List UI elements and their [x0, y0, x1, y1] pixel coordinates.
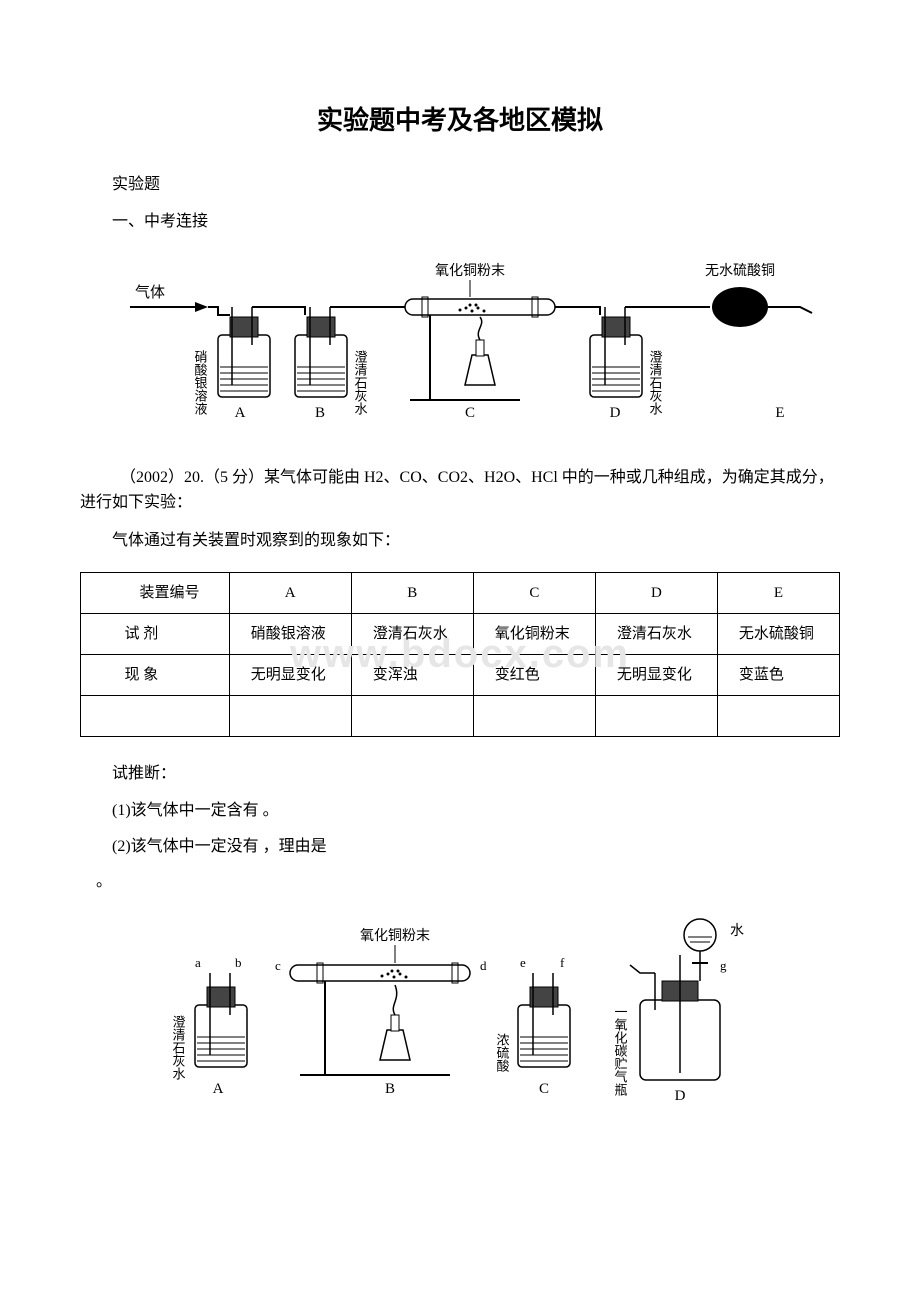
port-b: b — [235, 955, 242, 970]
cell-label: 现 象 — [125, 667, 159, 683]
cell-label: 试 剂 — [125, 626, 159, 642]
cuo-label: 氧化铜粉末 — [435, 263, 505, 279]
jar-b: 澄清石灰水 B — [295, 307, 368, 421]
port-c: c — [275, 958, 281, 973]
cell: 澄清石灰水 — [358, 626, 448, 642]
cuo-label-2: 氧化铜粉末 — [360, 928, 430, 944]
cell: 澄清石灰水 — [602, 626, 692, 642]
page-title: 实验题中考及各地区模拟 — [80, 100, 840, 142]
figure1-letter-e: E — [775, 405, 784, 421]
question-2a: (2)该气体中一定没有 ，理由是 — [80, 834, 840, 860]
jar-c2: e f 浓硫酸 C — [495, 955, 571, 1097]
figure1-letter-d: D — [610, 405, 621, 421]
jar-d: 澄清石灰水 D — [590, 307, 663, 421]
problem-statement: （2002）20.（5 分）某气体可能由 H2、CO、CO2、H2O、HCl 中… — [80, 465, 840, 516]
table-row: 试 剂 硝酸银溶液 澄清石灰水 氧化铜粉末 澄清石灰水 无水硫酸铜 — [81, 613, 840, 654]
port-g: g — [720, 958, 727, 973]
figure-2-apparatus: a b 澄清石灰水 A c 氧化铜粉末 d B e f — [80, 915, 840, 1135]
jar-a2-label: 澄清石灰水 — [171, 1015, 186, 1080]
port-a: a — [195, 955, 201, 970]
cell: B — [407, 585, 417, 601]
section-heading-zhongkao: 一、中考连接 — [80, 209, 840, 235]
jar-d2: 水 g 一氧化碳贮气瓶 D — [613, 919, 745, 1104]
cell: C — [529, 585, 539, 601]
table-row: 装置编号 A B C D E — [81, 572, 840, 613]
cell: 变浑浊 — [358, 667, 418, 683]
cell: 无明显变化 — [236, 667, 326, 683]
observation-intro: 气体通过有关装置时观察到的现象如下： — [80, 528, 840, 554]
figure2-letter-d: D — [675, 1088, 686, 1104]
table-row: 现 象 无明显变化 变浑浊 变红色 无明显变化 变蓝色 — [81, 654, 840, 695]
question-2b: 。 — [80, 869, 840, 895]
jar-d2-label: 一氧化碳贮气瓶 — [613, 1005, 628, 1097]
figure-1-apparatus: 气体 硝酸银溶液 A 澄清石灰水 B 氧 — [80, 255, 840, 445]
jar-a: 硝酸银溶液 A — [193, 307, 271, 421]
cuso4-label: 无水硫酸铜 — [705, 263, 775, 279]
table-row-empty — [81, 695, 840, 736]
cell: 氧化铜粉末 — [480, 626, 570, 642]
section-heading-experiment: 实验题 — [80, 172, 840, 198]
jar-d-label: 澄清石灰水 — [648, 350, 663, 415]
water-label: 水 — [730, 923, 744, 939]
cell: 变蓝色 — [724, 667, 784, 683]
figure1-letter-a: A — [235, 405, 246, 421]
jar-a2: a b 澄清石灰水 A — [171, 955, 248, 1097]
port-d: d — [480, 958, 487, 973]
cell: 变红色 — [480, 667, 540, 683]
figure1-letter-b: B — [315, 405, 325, 421]
jar-b-label: 澄清石灰水 — [353, 350, 368, 415]
gas-label: 气体 — [135, 284, 165, 301]
cell: 无水硫酸铜 — [724, 626, 814, 642]
cell: 硝酸银溶液 — [236, 626, 326, 642]
apparatus-c: 氧化铜粉末 C — [405, 263, 555, 421]
question-1: (1)该气体中一定含有 。 — [80, 798, 840, 824]
deduce-heading: 试推断： — [80, 761, 840, 787]
observation-table: 装置编号 A B C D E 试 剂 硝酸银溶液 澄清石灰水 氧化铜粉末 澄清石… — [80, 572, 840, 737]
cell: 无明显变化 — [602, 667, 692, 683]
bulb-e: 无水硫酸铜 E — [705, 263, 812, 421]
port-f: f — [560, 955, 565, 970]
figure2-letter-b: B — [385, 1081, 395, 1097]
cell: D — [651, 585, 662, 601]
jar-c2-label: 浓硫酸 — [495, 1033, 510, 1072]
jar-a-label: 硝酸银溶液 — [193, 350, 208, 415]
cell: A — [285, 585, 296, 601]
port-e: e — [520, 955, 526, 970]
figure1-letter-c: C — [465, 405, 475, 421]
figure2-letter-c: C — [539, 1081, 549, 1097]
cell: E — [774, 585, 783, 601]
apparatus-b2: c 氧化铜粉末 d B — [275, 928, 487, 1097]
figure2-letter-a: A — [213, 1081, 224, 1097]
cell-label: 装置编号 — [125, 585, 200, 601]
table-wrapper: www.bdocx.com 装置编号 A B C D E 试 剂 硝酸银溶液 澄… — [80, 572, 840, 737]
